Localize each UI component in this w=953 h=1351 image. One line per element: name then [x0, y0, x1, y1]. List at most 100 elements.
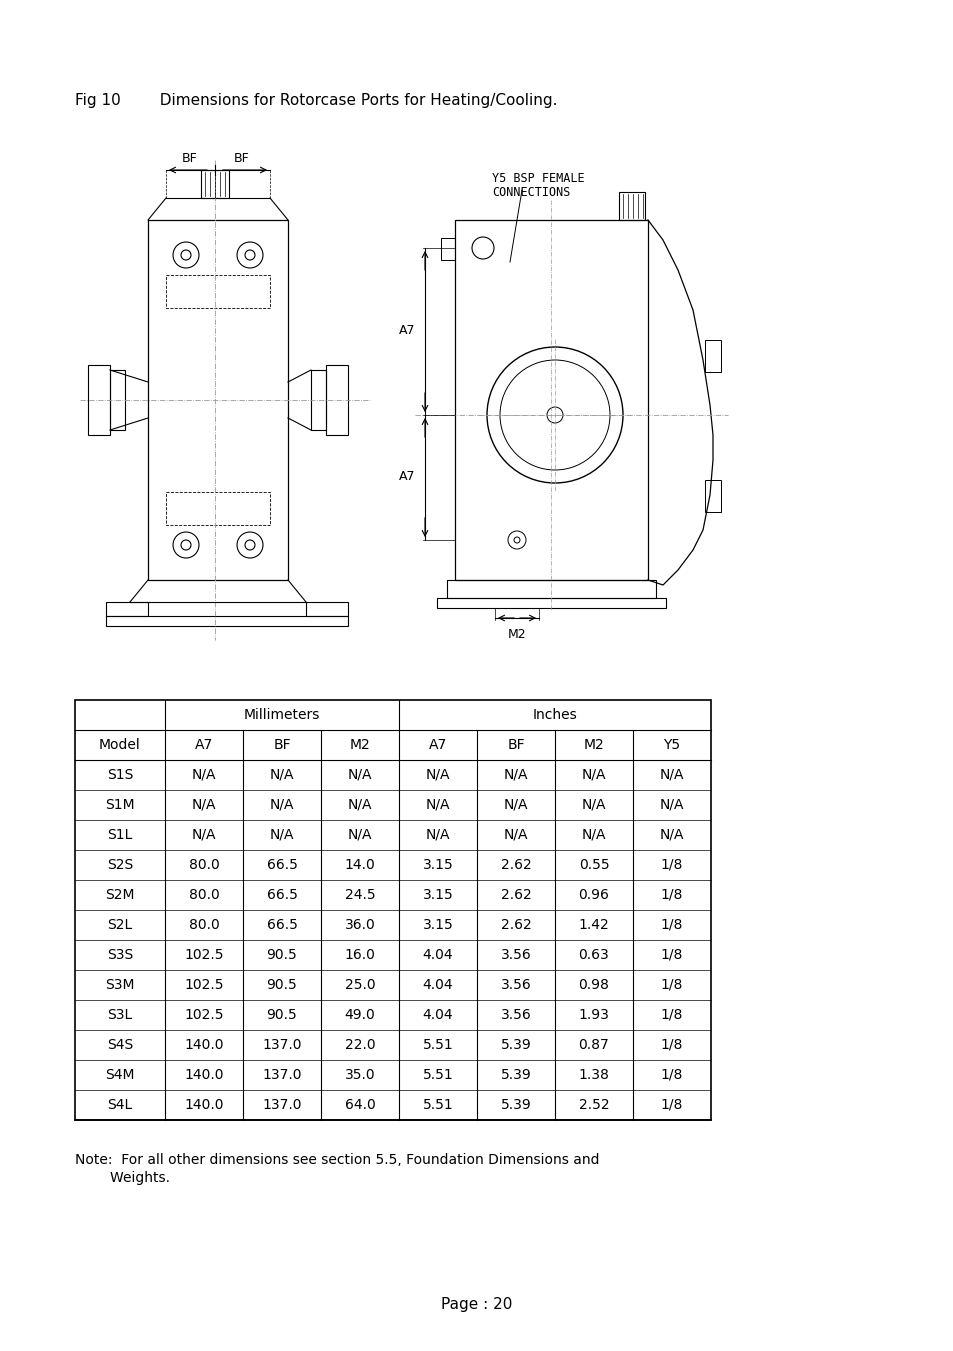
Text: N/A: N/A: [503, 767, 528, 782]
Text: 1.42: 1.42: [578, 917, 609, 932]
Text: N/A: N/A: [581, 798, 605, 812]
Text: N/A: N/A: [659, 798, 683, 812]
Text: Weights.: Weights.: [75, 1171, 170, 1185]
Text: S1S: S1S: [107, 767, 133, 782]
Text: N/A: N/A: [659, 828, 683, 842]
Text: S4S: S4S: [107, 1038, 133, 1052]
Text: 1/8: 1/8: [660, 858, 682, 871]
Text: N/A: N/A: [348, 798, 372, 812]
Text: 16.0: 16.0: [344, 948, 375, 962]
Text: 1.38: 1.38: [578, 1069, 609, 1082]
Text: 1/8: 1/8: [660, 888, 682, 902]
Text: BF: BF: [182, 151, 197, 165]
Text: 140.0: 140.0: [184, 1098, 224, 1112]
Text: 66.5: 66.5: [266, 888, 297, 902]
Text: N/A: N/A: [425, 767, 450, 782]
Text: 1.93: 1.93: [578, 1008, 609, 1021]
Bar: [75, 700, 710, 1120]
Text: S3L: S3L: [108, 1008, 132, 1021]
Text: 2.52: 2.52: [578, 1098, 609, 1112]
Bar: [618, 192, 644, 220]
Bar: [166, 276, 270, 308]
Text: N/A: N/A: [581, 828, 605, 842]
Bar: [166, 492, 270, 526]
Bar: [106, 616, 348, 626]
Bar: [440, 238, 455, 259]
Text: 3.56: 3.56: [500, 948, 531, 962]
Bar: [326, 365, 348, 435]
Text: N/A: N/A: [270, 798, 294, 812]
Text: 66.5: 66.5: [266, 917, 297, 932]
Text: 3.56: 3.56: [500, 1008, 531, 1021]
Text: 137.0: 137.0: [262, 1069, 301, 1082]
Text: BF: BF: [507, 738, 524, 753]
Text: A7: A7: [398, 470, 415, 484]
Text: 66.5: 66.5: [266, 858, 297, 871]
Text: S2L: S2L: [108, 917, 132, 932]
Text: 24.5: 24.5: [344, 888, 375, 902]
Text: N/A: N/A: [270, 767, 294, 782]
Text: A7: A7: [429, 738, 447, 753]
Text: 102.5: 102.5: [184, 978, 224, 992]
Text: S3S: S3S: [107, 948, 133, 962]
Text: A7: A7: [398, 324, 415, 338]
Text: 3.56: 3.56: [500, 978, 531, 992]
Text: 5.51: 5.51: [422, 1069, 453, 1082]
Text: 102.5: 102.5: [184, 1008, 224, 1021]
Text: 22.0: 22.0: [344, 1038, 375, 1052]
Bar: [148, 220, 288, 580]
Bar: [306, 603, 348, 616]
Text: 49.0: 49.0: [344, 1008, 375, 1021]
Text: 4.04: 4.04: [422, 948, 453, 962]
Text: N/A: N/A: [348, 828, 372, 842]
Bar: [447, 580, 656, 598]
Text: 1/8: 1/8: [660, 1098, 682, 1112]
Bar: [106, 603, 148, 616]
Text: 90.5: 90.5: [266, 1008, 297, 1021]
Text: Model: Model: [99, 738, 141, 753]
Text: N/A: N/A: [659, 767, 683, 782]
Text: Inches: Inches: [532, 708, 577, 721]
Bar: [201, 170, 229, 199]
Text: 36.0: 36.0: [344, 917, 375, 932]
Text: 137.0: 137.0: [262, 1098, 301, 1112]
Bar: [704, 480, 720, 512]
Text: 5.39: 5.39: [500, 1069, 531, 1082]
Text: 1/8: 1/8: [660, 1038, 682, 1052]
Text: 35.0: 35.0: [344, 1069, 375, 1082]
Text: 0.63: 0.63: [578, 948, 609, 962]
Text: M2: M2: [583, 738, 604, 753]
Text: 1/8: 1/8: [660, 948, 682, 962]
Text: 14.0: 14.0: [344, 858, 375, 871]
Text: N/A: N/A: [425, 798, 450, 812]
Text: 137.0: 137.0: [262, 1038, 301, 1052]
Text: 0.96: 0.96: [578, 888, 609, 902]
Text: 80.0: 80.0: [189, 888, 219, 902]
Text: S2S: S2S: [107, 858, 133, 871]
Text: S3M: S3M: [105, 978, 134, 992]
Text: Page : 20: Page : 20: [441, 1297, 512, 1313]
Text: N/A: N/A: [503, 798, 528, 812]
Text: N/A: N/A: [581, 767, 605, 782]
Text: BF: BF: [233, 151, 250, 165]
Text: 64.0: 64.0: [344, 1098, 375, 1112]
Text: 2.62: 2.62: [500, 858, 531, 871]
Text: 3.15: 3.15: [422, 888, 453, 902]
Text: S2M: S2M: [105, 888, 134, 902]
Bar: [110, 370, 125, 430]
Text: N/A: N/A: [192, 798, 216, 812]
Text: N/A: N/A: [192, 767, 216, 782]
Text: 5.51: 5.51: [422, 1038, 453, 1052]
Text: 140.0: 140.0: [184, 1038, 224, 1052]
Text: BF: BF: [273, 738, 291, 753]
Text: M2: M2: [349, 738, 370, 753]
Text: Fig 10        Dimensions for Rotorcase Ports for Heating/Cooling.: Fig 10 Dimensions for Rotorcase Ports fo…: [75, 92, 557, 108]
Bar: [455, 220, 647, 580]
Text: N/A: N/A: [348, 767, 372, 782]
Text: S1M: S1M: [105, 798, 134, 812]
Text: 4.04: 4.04: [422, 1008, 453, 1021]
Text: Note:  For all other dimensions see section 5.5, Foundation Dimensions and: Note: For all other dimensions see secti…: [75, 1152, 598, 1167]
Text: M2: M2: [507, 627, 526, 640]
Text: 2.62: 2.62: [500, 888, 531, 902]
Text: 1/8: 1/8: [660, 1069, 682, 1082]
